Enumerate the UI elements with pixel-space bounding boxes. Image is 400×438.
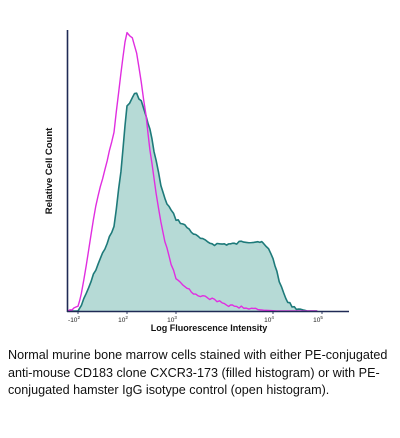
x-tick-label-3: 104 [264, 315, 274, 324]
x-tick-exponent-0: 2 [77, 315, 80, 320]
x-tick-exponent-1: 2 [125, 315, 128, 320]
figure-caption: Normal murine bone marrow cells stained … [8, 348, 388, 398]
filled-histogram-outline [68, 92, 318, 312]
x-tick-label-2: 103 [167, 315, 177, 324]
x-tick-exponent-4: 5 [320, 315, 323, 320]
x-axis-ticks: -102 102 103 104 105 [68, 311, 323, 324]
x-tick-label-0: -102 [68, 315, 80, 324]
x-tick-exponent-2: 3 [174, 315, 177, 320]
x-tick-label-1: 102 [118, 315, 128, 324]
y-axis-label: Relative Cell Count [44, 127, 55, 214]
histogram-chart: -102 102 103 104 105 Relative Cell Count Log… [44, 30, 349, 333]
x-axis-label: Log Fluorescence Intensity [151, 323, 268, 333]
x-tick-exponent-3: 4 [271, 315, 274, 320]
filled-histogram-area [68, 93, 318, 311]
x-tick-label-4: 105 [313, 315, 323, 324]
